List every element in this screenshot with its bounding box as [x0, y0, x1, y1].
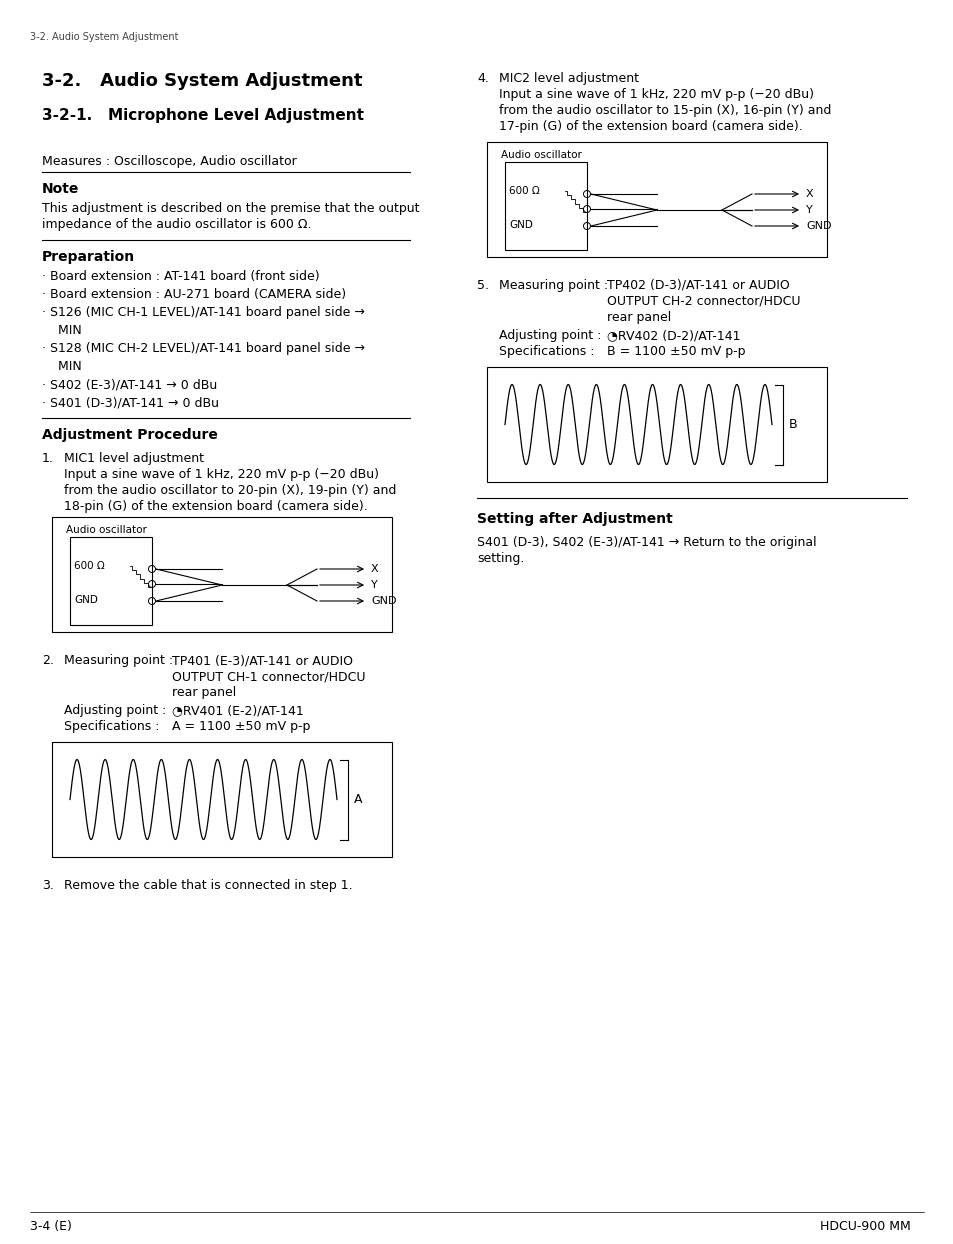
Text: Y: Y — [371, 580, 377, 590]
Text: Preparation: Preparation — [42, 250, 135, 264]
Text: impedance of the audio oscillator is 600 Ω.: impedance of the audio oscillator is 600… — [42, 218, 312, 231]
Text: 18-pin (G) of the extension board (camera side).: 18-pin (G) of the extension board (camer… — [64, 500, 367, 513]
Text: Measures : Oscilloscope, Audio oscillator: Measures : Oscilloscope, Audio oscillato… — [42, 156, 296, 168]
Bar — [52, 518, 392, 632]
Text: Input a sine wave of 1 kHz, 220 mV p-p (−20 dBu): Input a sine wave of 1 kHz, 220 mV p-p (… — [498, 88, 813, 101]
Text: X: X — [371, 564, 378, 573]
Text: · S401 (D-3)/AT-141 → 0 dBu: · S401 (D-3)/AT-141 → 0 dBu — [42, 396, 219, 409]
Text: OUTPUT CH-1 connector/HDCU: OUTPUT CH-1 connector/HDCU — [172, 671, 365, 683]
Text: from the audio oscillator to 15-pin (X), 16-pin (Y) and: from the audio oscillator to 15-pin (X),… — [498, 104, 830, 117]
Text: Adjustment Procedure: Adjustment Procedure — [42, 428, 217, 442]
Text: B = 1100 ±50 mV p-p: B = 1100 ±50 mV p-p — [606, 345, 744, 358]
Text: Adjusting point :: Adjusting point : — [498, 328, 600, 342]
Text: MIN: MIN — [42, 360, 82, 373]
Text: rear panel: rear panel — [606, 311, 671, 323]
Text: Remove the cable that is connected in step 1.: Remove the cable that is connected in st… — [64, 880, 353, 892]
Text: OUTPUT CH-2 connector/HDCU: OUTPUT CH-2 connector/HDCU — [606, 295, 800, 309]
Text: HDCU-900 MM: HDCU-900 MM — [820, 1220, 910, 1233]
Text: MIC2 level adjustment: MIC2 level adjustment — [498, 72, 639, 85]
Text: from the audio oscillator to 20-pin (X), 19-pin (Y) and: from the audio oscillator to 20-pin (X),… — [64, 484, 395, 498]
Text: 600 Ω: 600 Ω — [74, 561, 105, 571]
Text: A = 1100 ±50 mV p-p: A = 1100 ±50 mV p-p — [172, 720, 310, 733]
Text: TP402 (D-3)/AT-141 or AUDIO: TP402 (D-3)/AT-141 or AUDIO — [606, 279, 789, 292]
Text: Adjusting point :: Adjusting point : — [64, 704, 166, 717]
Text: Specifications :: Specifications : — [64, 720, 159, 733]
Text: · S402 (E-3)/AT-141 → 0 dBu: · S402 (E-3)/AT-141 → 0 dBu — [42, 378, 217, 391]
Text: B: B — [788, 418, 797, 430]
Text: Audio oscillator: Audio oscillator — [500, 151, 581, 160]
Text: setting.: setting. — [476, 552, 524, 565]
Text: A: A — [354, 792, 362, 806]
Text: Note: Note — [42, 182, 79, 197]
Text: 3-2. Audio System Adjustment: 3-2. Audio System Adjustment — [30, 32, 178, 42]
Bar — [486, 142, 826, 258]
Text: S401 (D-3), S402 (E-3)/AT-141 → Return to the original: S401 (D-3), S402 (E-3)/AT-141 → Return t… — [476, 536, 816, 549]
Text: 17-pin (G) of the extension board (camera side).: 17-pin (G) of the extension board (camer… — [498, 119, 801, 133]
Text: Measuring point :: Measuring point : — [64, 654, 172, 667]
Text: MIC1 level adjustment: MIC1 level adjustment — [64, 452, 204, 465]
Text: rear panel: rear panel — [172, 685, 236, 699]
Text: Y: Y — [805, 205, 812, 215]
Text: GND: GND — [74, 595, 98, 605]
Bar — [504, 162, 586, 250]
Bar — [486, 367, 826, 481]
Bar — [70, 537, 152, 624]
Text: · Board extension : AU-271 board (CAMERA side): · Board extension : AU-271 board (CAMERA… — [42, 289, 346, 301]
Text: ◔RV402 (D-2)/AT-141: ◔RV402 (D-2)/AT-141 — [606, 328, 740, 342]
Text: · S126 (MIC CH-1 LEVEL)/AT-141 board panel side →: · S126 (MIC CH-1 LEVEL)/AT-141 board pan… — [42, 306, 364, 318]
Text: 3-2.   Audio System Adjustment: 3-2. Audio System Adjustment — [42, 72, 362, 90]
Text: · Board extension : AT-141 board (front side): · Board extension : AT-141 board (front … — [42, 270, 319, 282]
Text: GND: GND — [509, 220, 533, 230]
Text: 3.: 3. — [42, 880, 53, 892]
Text: Audio oscillator: Audio oscillator — [66, 525, 147, 535]
Text: 1.: 1. — [42, 452, 53, 465]
Text: ◔RV401 (E-2)/AT-141: ◔RV401 (E-2)/AT-141 — [172, 704, 303, 717]
Text: GND: GND — [805, 221, 831, 231]
Text: 600 Ω: 600 Ω — [509, 187, 539, 197]
Bar — [52, 741, 392, 857]
Text: 4.: 4. — [476, 72, 488, 85]
Text: Measuring point :: Measuring point : — [498, 279, 607, 292]
Text: This adjustment is described on the premise that the output: This adjustment is described on the prem… — [42, 202, 419, 215]
Text: 2.: 2. — [42, 654, 53, 667]
Text: 3-4 (E): 3-4 (E) — [30, 1220, 71, 1233]
Text: · S128 (MIC CH-2 LEVEL)/AT-141 board panel side →: · S128 (MIC CH-2 LEVEL)/AT-141 board pan… — [42, 342, 365, 355]
Text: TP401 (E-3)/AT-141 or AUDIO: TP401 (E-3)/AT-141 or AUDIO — [172, 654, 353, 667]
Text: MIN: MIN — [42, 323, 82, 337]
Text: X: X — [805, 189, 813, 199]
Text: Input a sine wave of 1 kHz, 220 mV p-p (−20 dBu): Input a sine wave of 1 kHz, 220 mV p-p (… — [64, 468, 378, 481]
Text: Setting after Adjustment: Setting after Adjustment — [476, 513, 672, 526]
Text: Specifications :: Specifications : — [498, 345, 594, 358]
Text: 3-2-1.   Microphone Level Adjustment: 3-2-1. Microphone Level Adjustment — [42, 108, 364, 123]
Text: GND: GND — [371, 596, 396, 606]
Text: 5.: 5. — [476, 279, 489, 292]
